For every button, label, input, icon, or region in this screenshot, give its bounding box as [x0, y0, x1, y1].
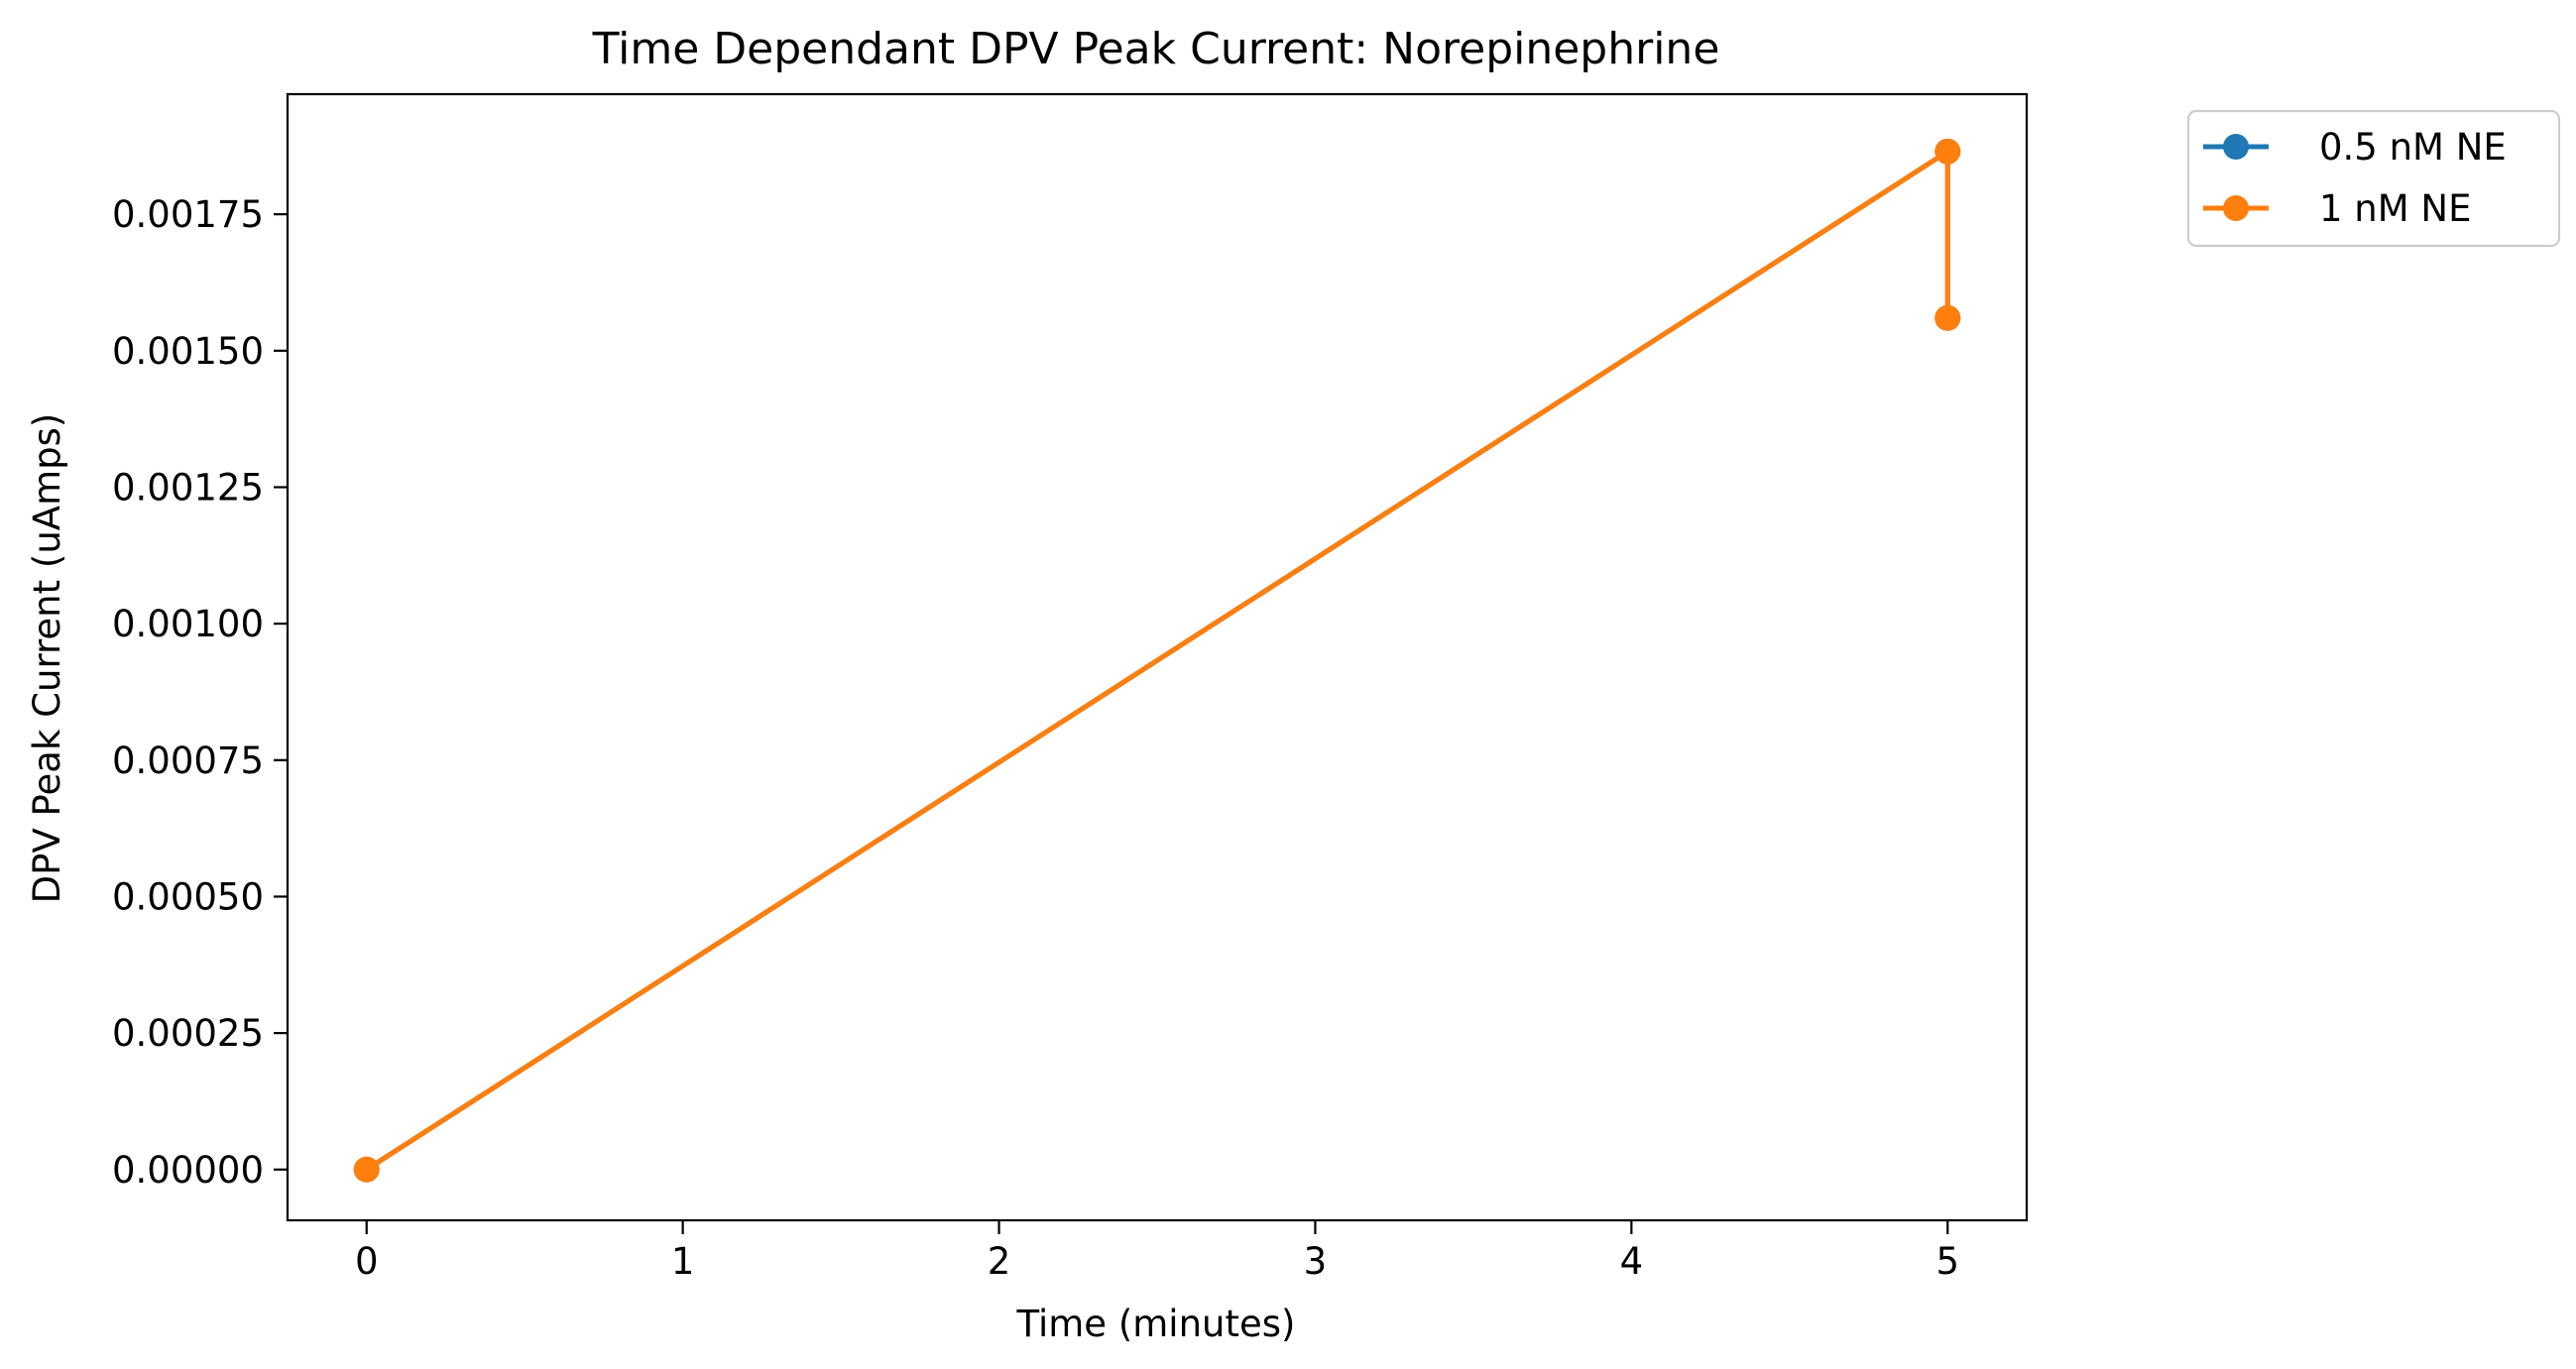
legend: 0.5 nM NE 1 nM NE	[2186, 109, 2561, 248]
series-1	[353, 138, 1961, 1183]
legend-item: 0.5 nM NE	[2203, 126, 2507, 169]
legend-marker	[2223, 195, 2249, 221]
y-tick-label: 0.00075	[112, 740, 264, 782]
y-tick-label: 0.00025	[112, 1012, 264, 1055]
chart-title: Time Dependant DPV Peak Current: Norepin…	[592, 24, 1720, 74]
legend-box	[2186, 109, 2561, 248]
legend-label: 0.5 nM NE	[2319, 126, 2507, 169]
data-point	[1934, 304, 1961, 331]
legend-marker	[2223, 134, 2249, 160]
x-tick-label: 5	[1935, 1240, 1959, 1283]
y-axis: 0.00000 0.00025 0.00050 0.00075 0.00100 0.001…	[112, 193, 288, 1192]
legend-label: 1 nM NE	[2319, 187, 2472, 230]
series-layer	[353, 138, 1961, 1183]
data-point	[353, 1156, 380, 1183]
plot-area	[286, 92, 2029, 1222]
y-tick-label: 0.00175	[112, 193, 264, 236]
y-tick-label: 0.00050	[112, 875, 264, 918]
axes-frame	[286, 92, 2029, 1222]
series-line	[365, 149, 1950, 1172]
x-tick-label: 3	[1304, 1240, 1328, 1283]
x-tick-label: 0	[355, 1240, 379, 1283]
data-point	[1934, 138, 1961, 165]
y-tick-label: 0.00000	[112, 1149, 264, 1192]
x-tick-label: 4	[1620, 1240, 1644, 1283]
y-tick-label: 0.00125	[112, 466, 264, 509]
x-axis-label: Time (minutes)	[1016, 1303, 1296, 1345]
y-axis-label: DPV Peak Current (uAmps)	[26, 413, 68, 904]
y-tick-label: 0.00150	[112, 330, 264, 373]
x-tick-label: 1	[671, 1240, 695, 1283]
legend-item: 1 nM NE	[2203, 187, 2472, 230]
x-axis: 0 1 2 3 4 5	[355, 1220, 1959, 1283]
y-tick-label: 0.00100	[112, 603, 264, 645]
x-tick-label: 2	[988, 1240, 1011, 1283]
